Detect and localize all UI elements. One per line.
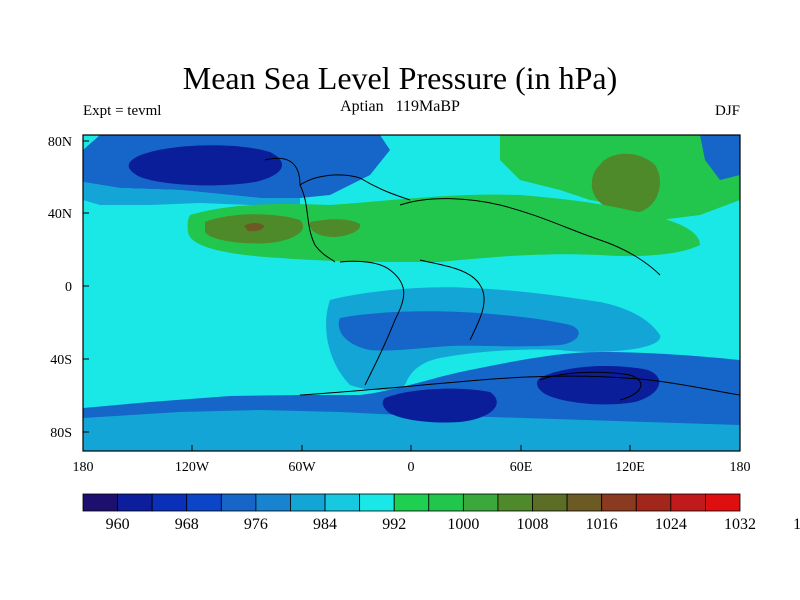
field-band-984-east xyxy=(700,135,740,180)
coastline-north-america xyxy=(264,157,411,263)
field-band-1024-cell xyxy=(244,223,264,232)
colorbar: 960 968 976 984 992 1000 1008 1016 1024 1032 1040 xyxy=(82,493,800,533)
field-band-976-southern-east xyxy=(537,366,660,405)
coastline-africa xyxy=(419,259,485,341)
lon-ticks: 180 120W 60W 0 60E 120E 180 xyxy=(73,445,751,475)
chart-subtitle: Aptian 119MaBP xyxy=(340,98,460,115)
colorbar-swatch xyxy=(705,493,741,512)
field-band-992-north xyxy=(83,182,300,205)
lat-ticks: 80N 40N 0 40S 80S xyxy=(48,135,89,441)
colorbar-swatch xyxy=(117,493,153,512)
coastline-antarctica xyxy=(299,375,740,396)
coastline-australia xyxy=(539,371,642,401)
colorbar-swatch xyxy=(428,493,464,512)
colorbar-label: 968 xyxy=(175,516,199,533)
colorbar-swatch xyxy=(393,493,430,512)
lon-tick-label: 120W xyxy=(175,460,210,475)
colorbar-swatch xyxy=(359,493,395,512)
colorbar-label: 976 xyxy=(244,516,268,533)
colorbar-swatch xyxy=(220,493,257,512)
chart-title: Mean Sea Level Pressure (in hPa) xyxy=(182,60,618,96)
lon-tick-label: 180 xyxy=(730,460,751,475)
field-band-968-north xyxy=(128,145,282,186)
lat-tick-label: 80N xyxy=(48,135,72,150)
colorbar-swatch xyxy=(601,493,637,512)
lon-tick-label: 60E xyxy=(510,460,533,475)
colorbar-label: 1016 xyxy=(586,516,618,533)
season-label: DJF xyxy=(714,103,740,119)
lat-tick-label: 40S xyxy=(50,353,72,368)
colorbar-label: 992 xyxy=(382,516,406,533)
colorbar-label: 1032 xyxy=(724,516,756,533)
field-band-1016-north xyxy=(591,153,660,213)
colorbar-label: 1024 xyxy=(655,516,687,533)
pressure-field xyxy=(83,135,740,451)
lat-tick-label: 80S xyxy=(50,426,72,441)
coastline-eurasia xyxy=(399,198,661,276)
colorbar-swatch xyxy=(532,493,568,512)
colorbar-label: 960 xyxy=(106,516,130,533)
colorbar-swatch xyxy=(635,493,672,512)
colorbar-swatch xyxy=(255,493,291,512)
colorbar-label: 1000 xyxy=(447,516,479,533)
coastline-south-america xyxy=(339,260,405,386)
coastlines xyxy=(264,157,740,401)
colorbar-swatch xyxy=(324,493,361,512)
colorbar-swatch xyxy=(151,493,188,512)
colorbar-swatch xyxy=(462,493,499,512)
field-band-984-south-shelf xyxy=(338,311,579,351)
lat-tick-label: 40N xyxy=(48,207,72,222)
lon-tick-label: 60W xyxy=(288,460,316,475)
colorbar-swatch xyxy=(82,493,118,512)
colorbar-swatch xyxy=(670,493,706,512)
lon-tick-label: 180 xyxy=(73,460,94,475)
field-band-1016-subtropical-east xyxy=(309,219,361,237)
colorbar-swatch xyxy=(186,493,222,512)
field-band-976-southern-ocean xyxy=(382,388,497,423)
colorbar-label: 1040 xyxy=(793,516,800,533)
colorbar-swatch xyxy=(497,493,533,512)
experiment-label: Expt = tevml xyxy=(83,103,162,119)
colorbar-swatch xyxy=(290,493,326,512)
colorbar-label: 984 xyxy=(313,516,337,533)
colorbar-swatch xyxy=(566,493,603,512)
lon-tick-label: 120E xyxy=(615,460,645,475)
colorbar-label: 1008 xyxy=(517,516,549,533)
lat-tick-label: 0 xyxy=(65,280,72,295)
field-band-992-southern-ocean xyxy=(83,410,740,451)
lon-tick-label: 0 xyxy=(408,460,415,475)
